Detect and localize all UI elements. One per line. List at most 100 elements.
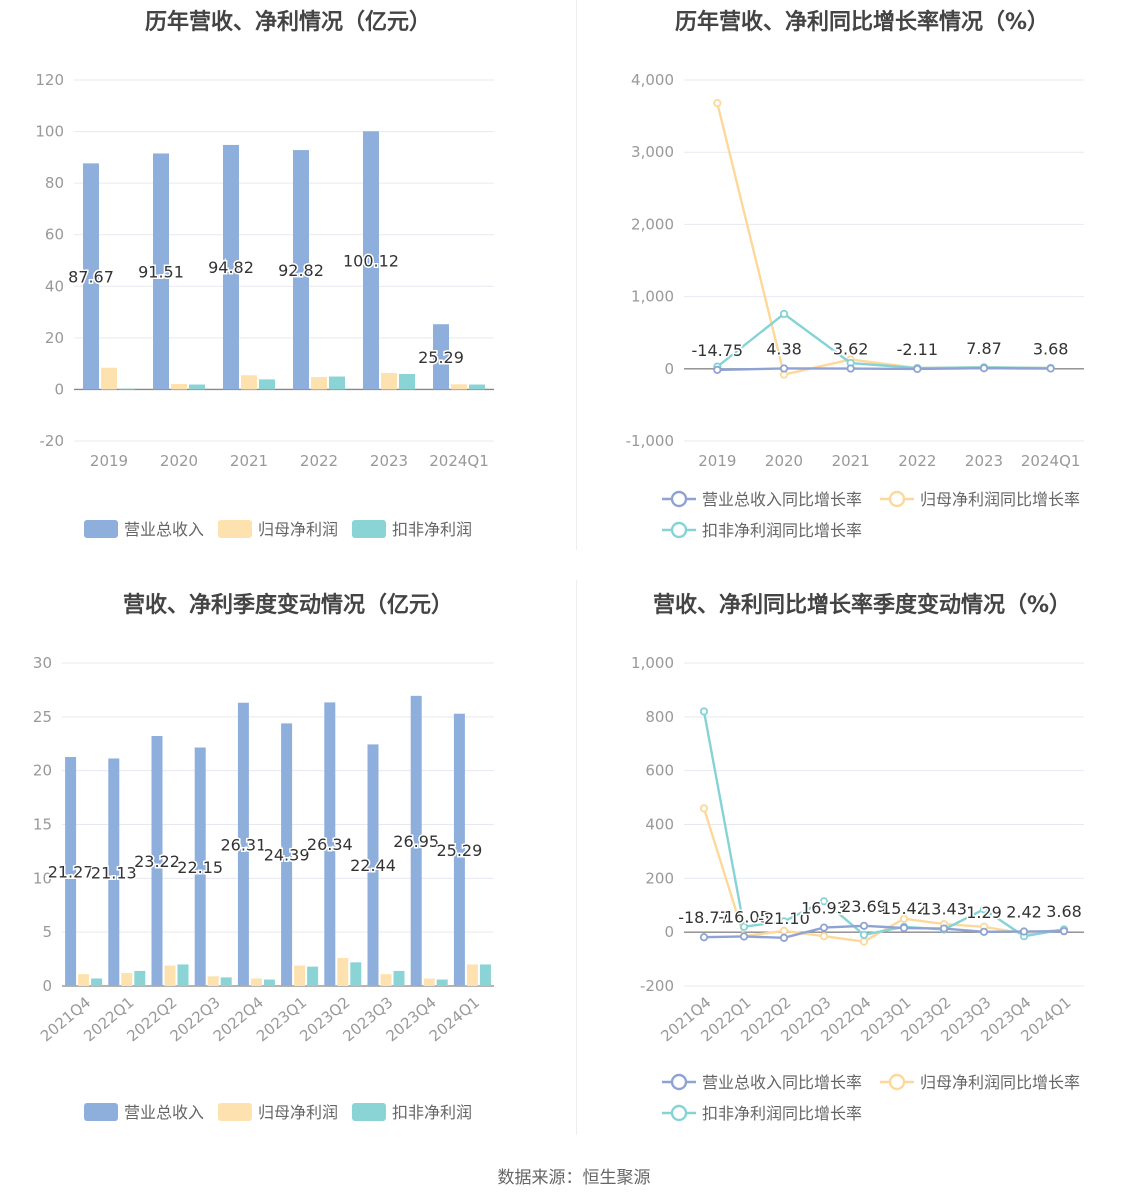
bar bbox=[393, 970, 405, 986]
legend-label: 营业总收入同比增长率 bbox=[702, 1073, 862, 1092]
y-tick-label: 15 bbox=[33, 816, 52, 834]
bar bbox=[164, 965, 176, 986]
data-point bbox=[939, 924, 949, 933]
bar bbox=[451, 384, 467, 390]
x-tick-label: 2021 bbox=[230, 452, 268, 470]
chart-panel-annual-amounts: 历年营收、净利情况（亿元） -20 0 20 40 60 80 100 120 2019 2020… bbox=[0, 0, 576, 560]
bar bbox=[293, 150, 309, 390]
data-source: 数据来源：恒生聚源 bbox=[497, 1168, 651, 1188]
bar bbox=[329, 376, 345, 390]
data-point bbox=[819, 897, 829, 906]
y-tick-label: 100 bbox=[35, 123, 64, 141]
data-point bbox=[739, 922, 749, 931]
bar bbox=[250, 978, 262, 986]
data-label: 4.38 bbox=[766, 339, 802, 358]
data-label: 1.29 bbox=[966, 903, 1002, 922]
legend-label: 营业总收入 bbox=[124, 1103, 204, 1122]
data-label: -2.11 bbox=[897, 340, 938, 359]
x-tick-label: 2020 bbox=[765, 452, 803, 470]
y-tick-label: 4,000 bbox=[631, 71, 674, 89]
y-tick-label: 3,000 bbox=[631, 143, 674, 161]
series-line bbox=[716, 102, 1051, 377]
bar bbox=[294, 965, 306, 986]
bar bbox=[381, 372, 397, 390]
bar bbox=[380, 974, 392, 986]
bar bbox=[194, 747, 206, 986]
bar bbox=[237, 702, 249, 986]
legend-swatch bbox=[352, 520, 386, 538]
y-tick-label: 30 bbox=[33, 654, 52, 672]
y-tick-label: 0 bbox=[664, 360, 674, 378]
chart-title: 营收、净利季度变动情况（亿元） bbox=[122, 593, 453, 618]
bar bbox=[121, 973, 133, 986]
y-tick-label: -20 bbox=[40, 432, 65, 450]
legend-label: 归母净利润同比增长率 bbox=[920, 490, 1080, 509]
data-point bbox=[779, 364, 789, 373]
data-point bbox=[859, 921, 869, 930]
bar bbox=[91, 978, 103, 986]
bar bbox=[220, 977, 232, 986]
bar bbox=[363, 131, 379, 390]
series-line bbox=[717, 367, 1051, 372]
bar bbox=[151, 735, 163, 986]
x-tick-label: 2022 bbox=[300, 452, 338, 470]
y-tick-label: 200 bbox=[645, 869, 674, 887]
data-point bbox=[819, 932, 829, 941]
x-tick-label: 2021 bbox=[832, 452, 870, 470]
quarterly-amounts-chart: 0510152025302021Q42022Q12022Q22022Q32022… bbox=[33, 654, 494, 1122]
data-label: 87.67 bbox=[68, 267, 114, 286]
x-tick-label: 2019 bbox=[90, 452, 128, 470]
y-tick-label: 20 bbox=[33, 762, 52, 780]
y-tick-label: 600 bbox=[645, 762, 674, 780]
chart-panel-annual-growth: 历年营收、净利同比增长率情况（%） -1,000 0 1,000 2,000 3,000… bbox=[576, 0, 1148, 560]
y-tick-label: 1,000 bbox=[631, 654, 674, 672]
legend-marker bbox=[670, 490, 688, 508]
bar bbox=[337, 958, 349, 986]
x-tick-label: 2022 bbox=[898, 452, 936, 470]
bar bbox=[78, 974, 90, 986]
y-tick-label: 800 bbox=[645, 708, 674, 726]
data-point bbox=[779, 917, 789, 926]
chart-title: 营收、净利同比增长率季度变动情况（%） bbox=[652, 593, 1072, 618]
data-label: 91.51 bbox=[138, 262, 184, 281]
vertical-divider-top bbox=[576, 0, 577, 550]
legend-label: 扣非净利润 bbox=[392, 1103, 472, 1122]
x-tick-label: 2024Q1 bbox=[1021, 452, 1081, 470]
legend-marker bbox=[670, 1104, 688, 1122]
x-tick-label: 2020 bbox=[160, 452, 198, 470]
data-label: 7.87 bbox=[966, 339, 1002, 358]
data-point bbox=[859, 937, 869, 946]
data-point bbox=[979, 364, 989, 373]
quarterly-growth-chart: -20002004006008001,0002021Q42022Q12022Q2… bbox=[631, 654, 1084, 1123]
legend-label: 扣非净利润同比增长率 bbox=[702, 521, 862, 540]
y-tick-label: 40 bbox=[45, 277, 64, 295]
data-point bbox=[739, 932, 749, 941]
bar bbox=[108, 758, 120, 986]
data-label: 26.31 bbox=[220, 835, 266, 854]
y-tick-label: 2,000 bbox=[631, 215, 674, 233]
annual-growth-chart: -1,000 0 1,000 2,000 3,000 4,000 2019 2020 2021 2… bbox=[626, 71, 1084, 540]
data-point bbox=[699, 707, 709, 716]
data-point bbox=[699, 933, 709, 942]
data-point bbox=[846, 364, 855, 373]
bar bbox=[399, 373, 415, 390]
data-label: 24.39 bbox=[264, 846, 310, 865]
legend-label: 扣非净利润 bbox=[392, 520, 472, 539]
legend-swatch bbox=[352, 1103, 386, 1121]
data-point bbox=[699, 804, 709, 813]
legend-marker bbox=[670, 1073, 688, 1091]
bar bbox=[83, 163, 99, 390]
legend-label: 营业总收入同比增长率 bbox=[702, 490, 862, 509]
y-tick-label: 10 bbox=[33, 869, 52, 887]
data-label: 21.27 bbox=[48, 862, 94, 881]
data-label: 26.95 bbox=[393, 832, 439, 851]
bar bbox=[324, 702, 336, 986]
chart-title: 历年营收、净利情况（亿元） bbox=[144, 10, 431, 35]
data-label: 15.42 bbox=[881, 899, 927, 918]
y-tick-label: 0 bbox=[664, 923, 674, 941]
bar bbox=[307, 966, 319, 986]
bar bbox=[177, 964, 189, 986]
bar bbox=[65, 756, 77, 986]
bar bbox=[189, 384, 205, 390]
y-tick-label: 80 bbox=[45, 174, 64, 192]
